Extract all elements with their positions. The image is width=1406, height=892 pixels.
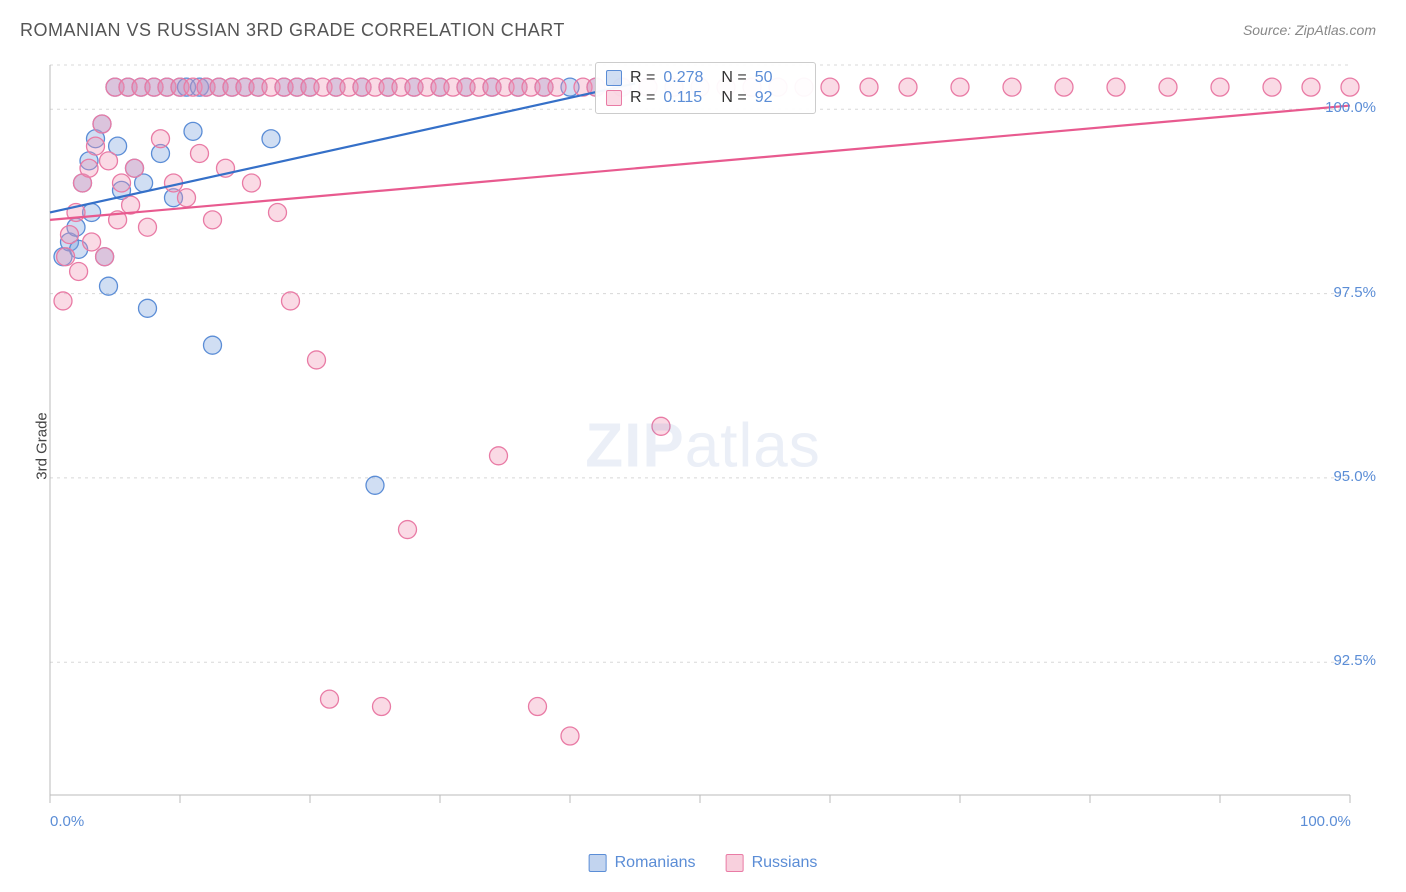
stats-row: R = 0.115 N = 92 (606, 89, 805, 107)
y-tick-label: 100.0% (1325, 99, 1376, 116)
stats-marker-icon (606, 90, 622, 106)
stats-n-value: 50 (755, 69, 805, 87)
legend-label: Romanians (615, 854, 696, 872)
legend-item: Russians (726, 854, 818, 872)
legend-marker-icon (726, 854, 744, 872)
legend-label: Russians (752, 854, 818, 872)
stats-marker-icon (606, 70, 622, 86)
stats-n-label: N = (721, 69, 746, 87)
legend-item: Romanians (589, 854, 696, 872)
y-tick-label: 92.5% (1333, 652, 1376, 669)
y-tick-label: 97.5% (1333, 284, 1376, 301)
scatter-chart (40, 55, 1380, 825)
stats-r-value: 0.115 (663, 89, 713, 107)
x-tick-label: 100.0% (1300, 813, 1351, 830)
stats-r-label: R = (630, 69, 655, 87)
stats-box: R = 0.278 N = 50 R = 0.115 N = 92 (595, 62, 816, 114)
x-tick-label: 0.0% (50, 813, 84, 830)
stats-row: R = 0.278 N = 50 (606, 69, 805, 87)
stats-r-label: R = (630, 89, 655, 107)
legend-marker-icon (589, 854, 607, 872)
legend: Romanians Russians (589, 854, 818, 872)
chart-title: ROMANIAN VS RUSSIAN 3RD GRADE CORRELATIO… (20, 20, 565, 41)
stats-r-value: 0.278 (663, 69, 713, 87)
source-label: Source: ZipAtlas.com (1243, 22, 1376, 38)
stats-n-label: N = (721, 89, 746, 107)
stats-n-value: 92 (755, 89, 805, 107)
y-tick-label: 95.0% (1333, 468, 1376, 485)
